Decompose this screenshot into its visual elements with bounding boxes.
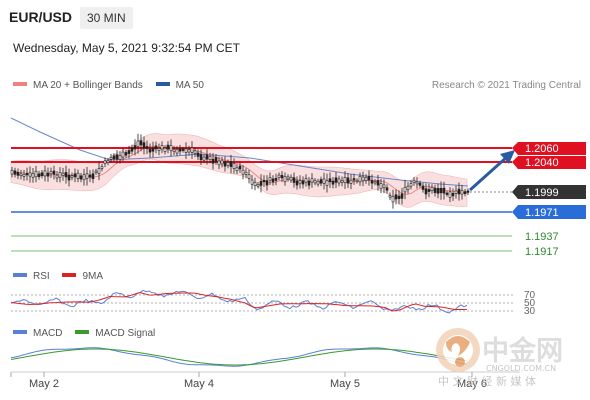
legend-ma20: MA 20 + Bollinger Bands — [13, 80, 143, 91]
legend-rsi: RSI — [13, 271, 50, 282]
level-label-4: 1.1971 — [512, 205, 586, 219]
rsi-level-70: 70 — [524, 290, 536, 301]
legend-swatch-rsi — [13, 273, 27, 278]
rsi-9ma-line — [10, 292, 468, 312]
rsi-level-30: 30 — [524, 306, 536, 317]
research-credit: Research © 2021 Trading Central — [431, 80, 581, 91]
level-label-1-text: 1.2060 — [525, 143, 559, 155]
chart-datetime: Wednesday, May 5, 2021 9:32:54 PM CET — [13, 41, 241, 55]
legend-swatch-macd — [13, 330, 27, 335]
watermark-sub-text: CNGOLD.COM.CN — [486, 364, 556, 373]
rsi-level-50: 50 — [524, 298, 536, 309]
legend-rsi-9ma: 9MA — [62, 271, 103, 282]
x-label-may5: May 5 — [330, 378, 360, 390]
legend-label-ma50: MA 50 — [175, 80, 204, 91]
legend-ma50: MA 50 — [155, 80, 204, 91]
x-axis-ticks — [10, 372, 473, 377]
x-label-may2: May 2 — [29, 378, 59, 390]
level-label-2: 1.2040 — [512, 156, 586, 169]
legend-label-rsi: RSI — [33, 271, 50, 282]
watermark-main-text: 中金网 — [482, 335, 563, 367]
forecast-arrow — [468, 150, 515, 192]
legend-macd-signal: MACD Signal — [75, 328, 155, 339]
level-label-1: 1.2060 — [512, 142, 586, 155]
legend-label-9ma: 9MA — [82, 271, 104, 282]
level-label-3: 1.1999 — [512, 185, 586, 199]
level-label-4-text: 1.1971 — [525, 207, 559, 219]
timeframe-badge[interactable]: 30 MIN — [80, 7, 133, 29]
level-label-3-text: 1.1999 — [525, 187, 559, 199]
legend-label-macd: MACD — [33, 328, 63, 339]
top-bar: EUR/USD 30 MIN — [0, 0, 590, 34]
legend-label-ma20: MA 20 + Bollinger Bands — [33, 80, 143, 91]
level-label-5: 1.1937 — [525, 231, 559, 243]
rsi-panel: 70 50 30 — [10, 289, 536, 317]
legend-macd: MACD — [13, 328, 62, 339]
macd-panel — [10, 347, 468, 367]
legend-label-macd-signal: MACD Signal — [95, 328, 156, 339]
cngold-logo-icon — [436, 328, 480, 372]
legend-swatch-ma50 — [155, 82, 170, 87]
watermark-tagline: 中 文 财 经 新 媒 体 — [438, 374, 536, 388]
level-label-6: 1.1917 — [525, 246, 559, 258]
instrument-pair: EUR/USD — [9, 9, 73, 25]
x-label-may6: May 6 — [457, 378, 487, 390]
x-label-may4: May 4 — [184, 378, 214, 390]
level-label-2-text: 1.2040 — [525, 157, 559, 169]
macd-signal-line — [10, 348, 468, 366]
macd-legend: MACD MACD Signal — [13, 328, 165, 339]
legend-swatch-macd-signal — [75, 330, 90, 335]
candlesticks — [10, 133, 470, 209]
rsi-legend: RSI 9MA — [13, 271, 113, 282]
main-chart-legend: MA 20 + Bollinger Bands MA 50 — [13, 80, 214, 91]
legend-swatch-9ma — [62, 273, 77, 278]
cngold-watermark: 中金网 CNGOLD.COM.CN 中 文 财 经 新 媒 体 — [436, 328, 563, 388]
legend-swatch-ma20 — [13, 82, 27, 87]
